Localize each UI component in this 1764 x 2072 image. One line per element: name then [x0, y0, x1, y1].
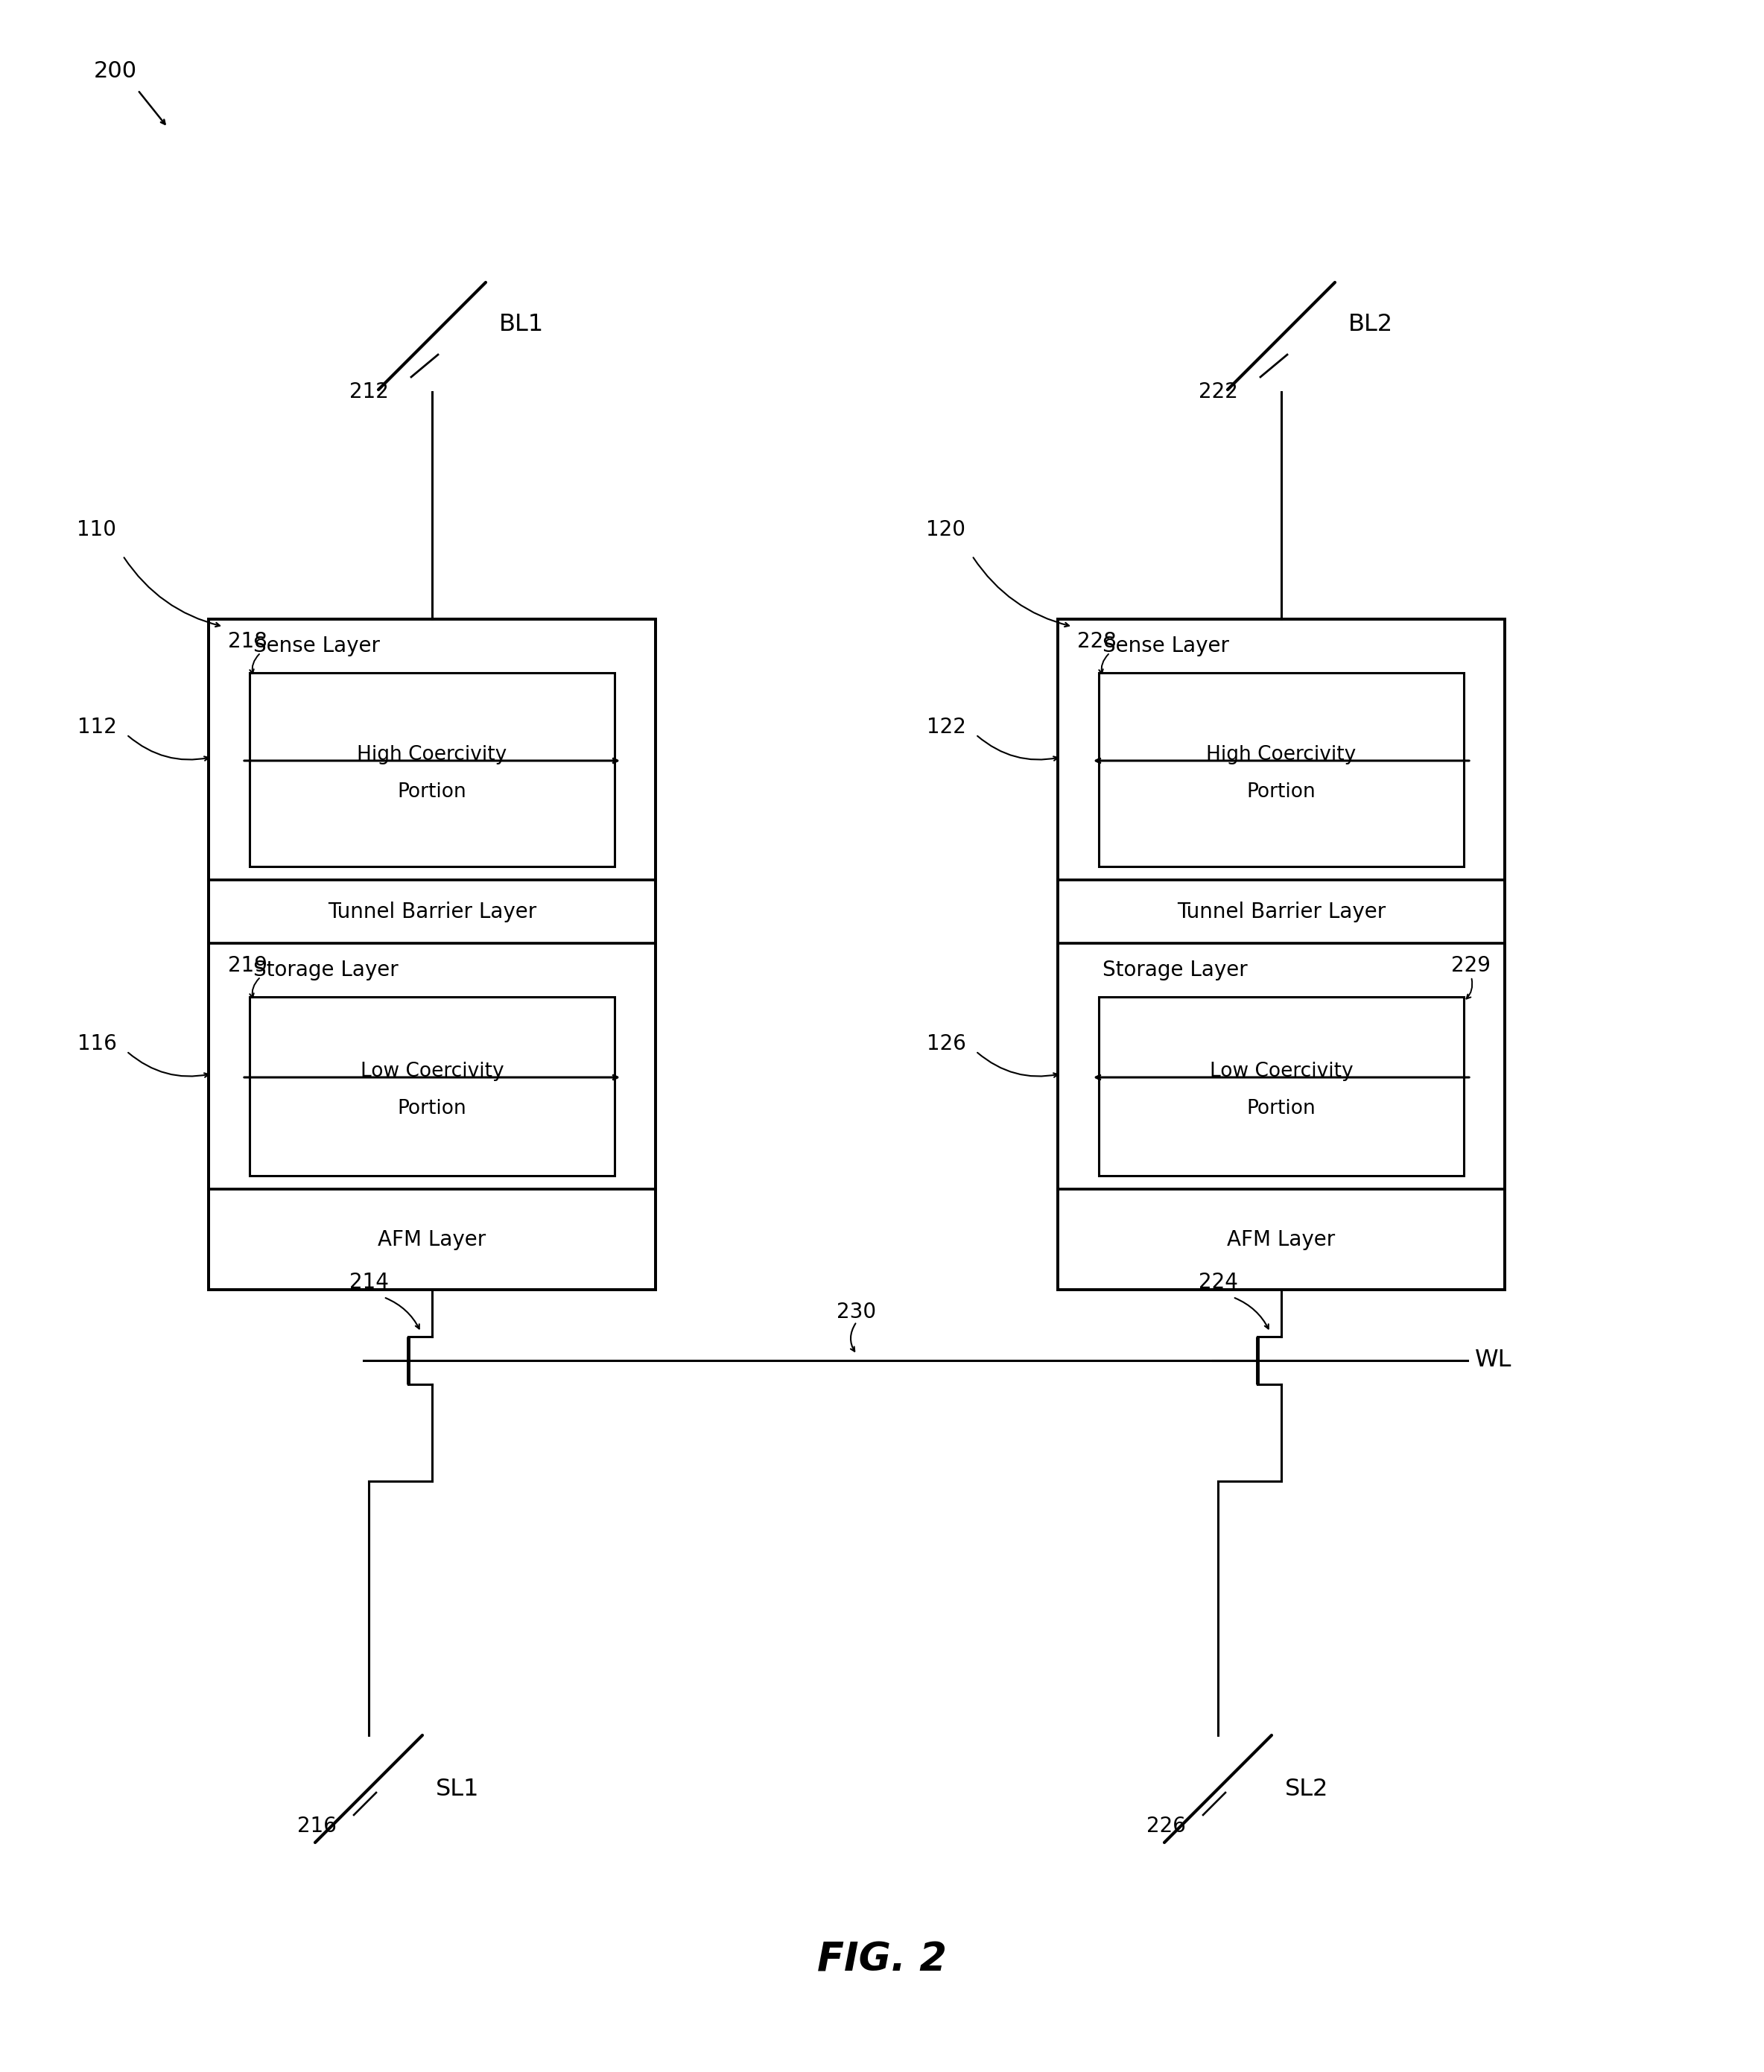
- Text: Portion: Portion: [1247, 783, 1316, 802]
- Text: Sense Layer: Sense Layer: [254, 636, 379, 657]
- Text: 226: 226: [1147, 1815, 1185, 1836]
- Text: 229: 229: [1452, 955, 1491, 976]
- Text: 230: 230: [836, 1301, 877, 1322]
- Text: Storage Layer: Storage Layer: [1102, 959, 1247, 980]
- Text: AFM Layer: AFM Layer: [1228, 1229, 1335, 1249]
- Bar: [1058, 620, 1505, 1289]
- Text: Tunnel Barrier Layer: Tunnel Barrier Layer: [328, 901, 536, 922]
- Bar: [1099, 997, 1464, 1175]
- Text: 200: 200: [93, 60, 138, 83]
- Text: Low Coercivity: Low Coercivity: [360, 1061, 505, 1082]
- Bar: [1099, 673, 1464, 866]
- Text: 224: 224: [1198, 1272, 1238, 1293]
- Text: 122: 122: [926, 717, 965, 738]
- Text: 218: 218: [228, 632, 266, 653]
- Text: 228: 228: [1076, 632, 1117, 653]
- Text: BL2: BL2: [1348, 313, 1394, 336]
- Text: FIG. 2: FIG. 2: [817, 1941, 947, 1979]
- Text: SL2: SL2: [1284, 1778, 1328, 1801]
- Text: SL1: SL1: [436, 1778, 480, 1801]
- Text: 120: 120: [926, 520, 967, 541]
- Text: Portion: Portion: [1247, 1098, 1316, 1119]
- Text: Tunnel Barrier Layer: Tunnel Barrier Layer: [1177, 901, 1387, 922]
- Text: BL1: BL1: [499, 313, 543, 336]
- Text: Sense Layer: Sense Layer: [1102, 636, 1230, 657]
- Text: High Coercivity: High Coercivity: [1207, 746, 1357, 765]
- Text: Portion: Portion: [397, 783, 467, 802]
- Text: High Coercivity: High Coercivity: [356, 746, 506, 765]
- Text: Storage Layer: Storage Layer: [254, 959, 399, 980]
- Text: 212: 212: [349, 381, 388, 402]
- Text: 216: 216: [296, 1815, 337, 1836]
- Text: 219: 219: [228, 955, 266, 976]
- Text: 126: 126: [926, 1034, 965, 1055]
- Text: AFM Layer: AFM Layer: [377, 1229, 487, 1249]
- Text: 110: 110: [78, 520, 116, 541]
- Bar: [249, 997, 614, 1175]
- Text: 116: 116: [78, 1034, 116, 1055]
- Text: Low Coercivity: Low Coercivity: [1210, 1061, 1353, 1082]
- Text: 112: 112: [78, 717, 116, 738]
- Text: WL: WL: [1475, 1349, 1512, 1372]
- Text: 214: 214: [349, 1272, 388, 1293]
- Bar: [208, 620, 656, 1289]
- Text: Portion: Portion: [397, 1098, 467, 1119]
- Text: 222: 222: [1198, 381, 1238, 402]
- Bar: [249, 673, 614, 866]
